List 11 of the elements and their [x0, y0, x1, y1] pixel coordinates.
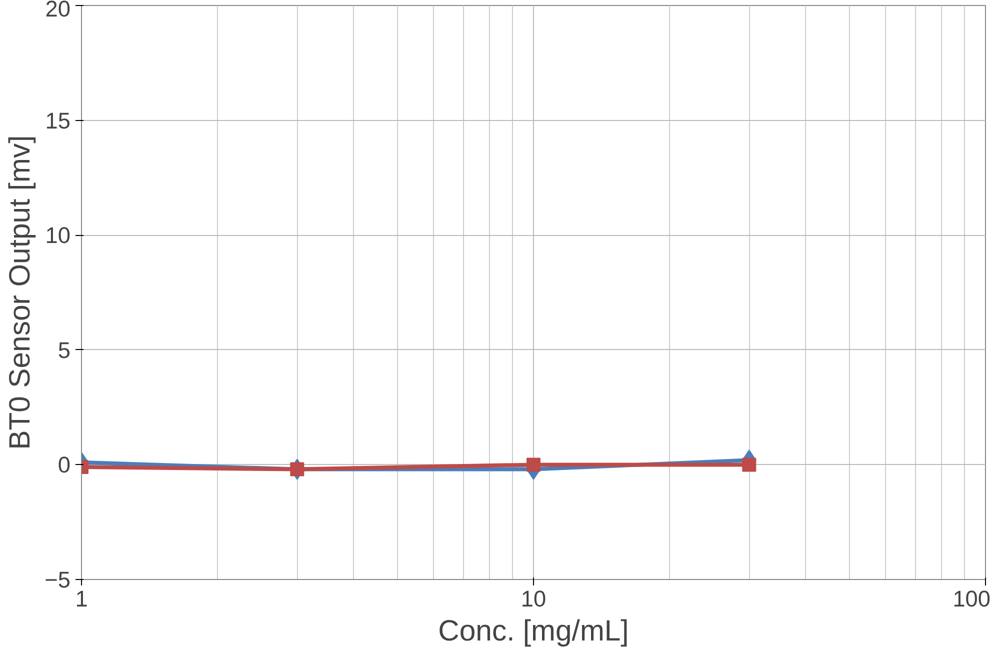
y-axis-title: BT0 Sensor Output [mv]	[4, 135, 37, 450]
y-tick-label: 10	[45, 222, 70, 248]
y-tick-label: 15	[45, 107, 70, 134]
x-tick-label: 100	[952, 586, 991, 612]
y-tick-label: 20	[45, 0, 70, 22]
x-axis-title: Conc. [mg/mL]	[438, 614, 629, 648]
y-tick-label: 0	[58, 452, 71, 478]
x-tick-label: 10	[520, 586, 546, 612]
x-tick-label: 1	[75, 586, 88, 612]
y-tick-label: −5	[44, 566, 71, 592]
y-tick-label: 5	[58, 336, 71, 363]
